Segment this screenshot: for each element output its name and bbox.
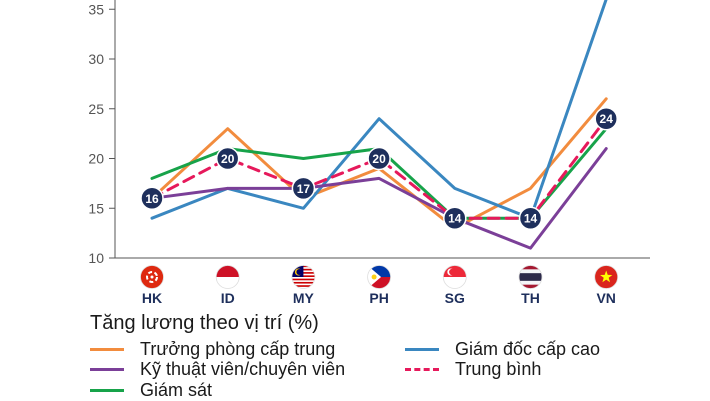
x-category-label: HK xyxy=(142,290,162,306)
flag-sun xyxy=(371,274,377,280)
philippines-flag-icon xyxy=(367,265,392,289)
legend-label: Trưởng phòng cấp trung xyxy=(140,338,336,359)
malaysia-flag-icon xyxy=(291,265,316,289)
flag-body xyxy=(443,265,467,289)
x-category-label: MY xyxy=(293,290,315,306)
average-badge-label: 17 xyxy=(297,182,311,196)
y-tick-label: 35 xyxy=(88,1,104,17)
legend-item-truong-phong: Trưởng phòng cấp trung xyxy=(90,338,335,360)
flag-body xyxy=(140,265,164,289)
indonesia-flag-icon xyxy=(215,265,240,289)
flag-border xyxy=(291,265,316,289)
series-line xyxy=(150,0,608,220)
x-category-label: VN xyxy=(596,290,615,306)
flag-border xyxy=(367,265,392,289)
flag-blue-band xyxy=(519,273,542,281)
vietnam-flag-icon xyxy=(594,265,619,289)
x-category-label: TH xyxy=(521,290,540,306)
average-badge-label: 16 xyxy=(145,192,159,206)
legend-swatch-blue xyxy=(405,347,439,351)
y-tick-label: 25 xyxy=(88,101,104,117)
legend-label: Kỹ thuật viên/chuyên viên xyxy=(140,358,346,379)
average-badge-label: 14 xyxy=(524,212,538,226)
average-badge xyxy=(291,176,316,201)
average-badge xyxy=(518,206,543,230)
flag-border xyxy=(215,265,240,289)
average-badge xyxy=(594,106,618,131)
legend-label: Giám đốc cấp cao xyxy=(455,338,601,359)
legend: Tăng lương theo vị trí (%) Trưởng phòng … xyxy=(80,310,700,400)
flag-body xyxy=(367,265,391,289)
flag-border xyxy=(140,265,164,289)
x-category-label: SG xyxy=(445,290,465,306)
flag-star xyxy=(600,270,613,283)
legend-label: Trung bình xyxy=(455,358,542,379)
flag-body xyxy=(519,265,542,289)
flag-crescent-cut xyxy=(296,269,303,275)
average-badge xyxy=(443,206,467,230)
flag-stripe xyxy=(291,285,315,287)
flag-crescent-cut xyxy=(449,268,456,276)
hong-kong-flag-icon xyxy=(140,265,164,289)
flag-red-band xyxy=(216,265,240,277)
y-tick-label: 20 xyxy=(88,151,104,167)
average-badge xyxy=(140,186,164,211)
x-category-label: PH xyxy=(369,290,388,306)
legend-swatch-orange xyxy=(90,347,124,351)
legend-title: Tăng lương theo vị trí (%) xyxy=(90,312,319,334)
y-tick-label: 10 xyxy=(88,250,104,266)
legend-swatch-green xyxy=(90,388,124,392)
average-badge-label: 20 xyxy=(372,152,386,166)
flag-blue-band xyxy=(367,265,391,277)
average-badge-label: 20 xyxy=(221,152,235,166)
legend-item-giam-doc: Giám đốc cấp cao xyxy=(405,338,600,360)
legend-swatch-dashed xyxy=(405,367,439,371)
average-badge-label: 14 xyxy=(448,212,462,226)
average-badge-label: 24 xyxy=(600,112,614,126)
flag-flower-center xyxy=(150,275,154,279)
flag-body xyxy=(594,265,618,289)
legend-item-ky-thuat-vien: Kỹ thuật viên/chuyên viên xyxy=(90,358,345,380)
average-badge xyxy=(367,146,391,171)
flag-border xyxy=(518,265,543,289)
flag-stripe xyxy=(291,281,315,284)
average-badge xyxy=(215,146,240,171)
singapore-flag-icon xyxy=(442,265,467,289)
x-category-label: ID xyxy=(221,290,235,306)
flag-stripe xyxy=(291,278,315,281)
flag-border xyxy=(442,265,467,289)
flag-body xyxy=(291,265,315,289)
flag-body xyxy=(216,265,240,289)
thailand-flag-icon xyxy=(518,265,543,289)
legend-item-trung-binh: Trung bình xyxy=(405,358,541,380)
flag-red-band xyxy=(367,277,391,289)
flag-flower xyxy=(146,271,158,283)
legend-label: Giám sát xyxy=(140,379,213,400)
y-tick-label: 30 xyxy=(88,51,104,67)
legend-item-giam-sat: Giám sát xyxy=(90,379,212,401)
line-chart: 10 15 20 25 30 35 16 20 17 20 14 14 24 HK ID MY PH SG TH… xyxy=(88,0,650,306)
legend-swatch-purple xyxy=(90,367,124,371)
series-line xyxy=(150,147,608,250)
series-line xyxy=(150,127,608,220)
flag-border xyxy=(594,265,619,289)
y-tick-label: 15 xyxy=(88,200,104,216)
